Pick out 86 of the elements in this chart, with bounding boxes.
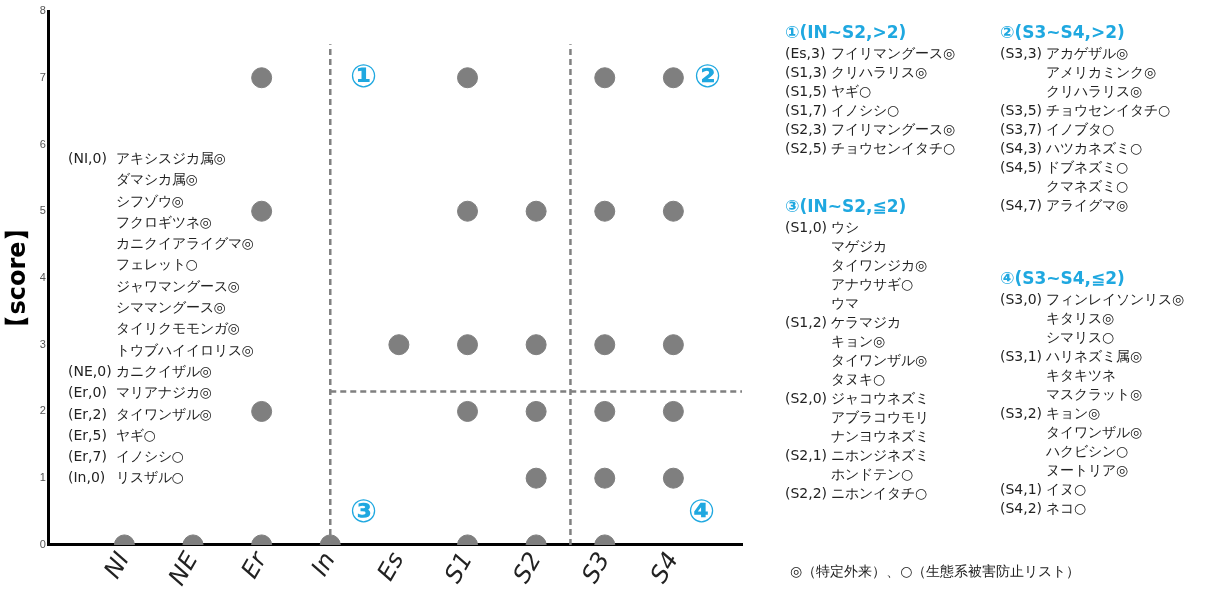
x-tick-label: Er <box>235 545 274 583</box>
annotation: ② <box>694 57 722 95</box>
text: ウマ <box>831 295 861 313</box>
x-tick-label: S4 <box>644 547 684 588</box>
annotation: (Er,5) ヤギ○ <box>68 426 157 445</box>
text: タイワンザル◎ <box>831 352 929 370</box>
text: (S1,3) クリハラリス◎ <box>785 64 929 82</box>
annotation: (Er,0) マリアナジカ◎ <box>68 384 213 403</box>
annotation: シフゾウ◎ <box>115 192 185 211</box>
text: (S3,7) イノブタ○ <box>1000 121 1116 139</box>
text: (S2,5) チョウセンイタチ○ <box>785 140 956 158</box>
y-tick-label: 7 <box>39 70 46 83</box>
text: (S3,3) アカゲザル◎ <box>1000 45 1130 63</box>
annotation: フクロギツネ◎ <box>115 213 213 232</box>
text: マスクラット◎ <box>1046 386 1144 404</box>
y-tick-label: 4 <box>39 270 46 283</box>
text: (S4,7) アライグマ◎ <box>1000 197 1130 215</box>
annotation: シママングース◎ <box>115 299 227 318</box>
y-axis-title: 【score】 <box>2 217 31 339</box>
x-tick-label: S1 <box>438 547 479 588</box>
text: クマネズミ○ <box>1046 178 1130 196</box>
text: (S1,0) ウシ <box>785 219 861 237</box>
text: (S1,5) ヤギ○ <box>785 83 873 101</box>
annotation: ① <box>350 57 378 95</box>
annotation: (NE,0) カニクイザル◎ <box>68 362 213 381</box>
x-tick-label: S3 <box>575 547 616 588</box>
y-tick-label: 1 <box>39 471 46 484</box>
text: (S3,0) フィンレイソンリス◎ <box>1000 291 1185 309</box>
annotation: ④ <box>688 492 716 530</box>
text: タヌキ○ <box>831 371 887 389</box>
text: キタキツネ <box>1046 367 1118 385</box>
annotation: ダマシカ属◎ <box>115 171 199 190</box>
annotation: (Er,7) イノシシ○ <box>68 448 185 467</box>
annotation: ③ <box>350 492 378 530</box>
text: ③(IN~S2,≦2) <box>785 196 908 216</box>
text: ハクビシン○ <box>1046 443 1130 461</box>
text: (S4,3) ハツカネズミ○ <box>1000 140 1144 158</box>
annotation: タイリクモモンガ◎ <box>115 320 241 339</box>
text: (S4,5) ドブネズミ○ <box>1000 159 1130 177</box>
text: (S4,1) イヌ○ <box>1000 481 1088 499</box>
text: (S2,0) ジャコウネズミ <box>785 390 930 408</box>
text: クリハラリス◎ <box>1046 83 1144 101</box>
text: キョン◎ <box>831 333 887 351</box>
text: ◎（特定外来）、○（生態系被害防止リスト） <box>790 563 1081 581</box>
text: (S1,2) ケラマジカ <box>785 314 903 332</box>
x-tick-label: Es <box>371 547 410 586</box>
annotation: (NI,0) アキシスジカ属◎ <box>68 150 227 168</box>
text: ホンドテン○ <box>831 466 915 484</box>
annotation: カニクイアライグマ◎ <box>115 235 254 254</box>
text: (S2,2) ニホンイタチ○ <box>785 485 929 503</box>
text: (S4,2) ネコ○ <box>1000 500 1088 518</box>
text: ②(S3~S4,>2) <box>1000 22 1126 42</box>
text: キタリス◎ <box>1046 310 1116 328</box>
annotation: ジャワマングース◎ <box>115 277 241 296</box>
text: マゲジカ <box>831 238 889 256</box>
text: ④(S3~S4,≦2) <box>1000 268 1126 288</box>
x-tick-label: S2 <box>507 547 547 588</box>
text: アブラコウモリ <box>831 409 930 427</box>
y-tick-label: 2 <box>39 404 46 417</box>
y-tick-label: 5 <box>39 204 46 217</box>
annotation: フェレット○ <box>115 256 199 275</box>
text: ヌートリア◎ <box>1046 462 1130 480</box>
text: ナンヨウネズミ <box>831 428 930 446</box>
text: (S2,1) ニホンジネズミ <box>785 447 930 465</box>
x-tick-label: NI <box>98 547 135 583</box>
text: (S3,1) ハリネズミ属◎ <box>1000 348 1144 366</box>
text: ①(IN~S2,>2) <box>785 22 908 42</box>
annotation: トウブハイイロリス◎ <box>115 341 254 360</box>
text: (S2,3) フイリマングース◎ <box>785 121 956 139</box>
text: アメリカミンク◎ <box>1046 64 1158 82</box>
text: アナウサギ○ <box>831 276 915 294</box>
text: (S3,2) キョン◎ <box>1000 405 1102 423</box>
y-tick-label: 3 <box>39 337 46 350</box>
text: (S1,7) イノシシ○ <box>785 102 901 120</box>
annotation: (Er,2) タイワンザル◎ <box>68 405 213 424</box>
annotation: (In,0) リスザル○ <box>68 469 185 488</box>
y-tick-label: 6 <box>39 137 46 150</box>
x-tick-label: In <box>305 547 341 581</box>
text: タイワンザル◎ <box>1046 424 1144 442</box>
x-tick-label: NE <box>162 546 205 590</box>
text: (S3,5) チョウセンイタチ○ <box>1000 102 1171 120</box>
y-tick-label: 0 <box>39 537 46 550</box>
text: シマリス○ <box>1046 329 1116 347</box>
y-tick-label: 8 <box>39 4 46 17</box>
text: (Es,3) フイリマングース◎ <box>785 45 956 63</box>
text: タイワンジカ◎ <box>831 257 929 275</box>
